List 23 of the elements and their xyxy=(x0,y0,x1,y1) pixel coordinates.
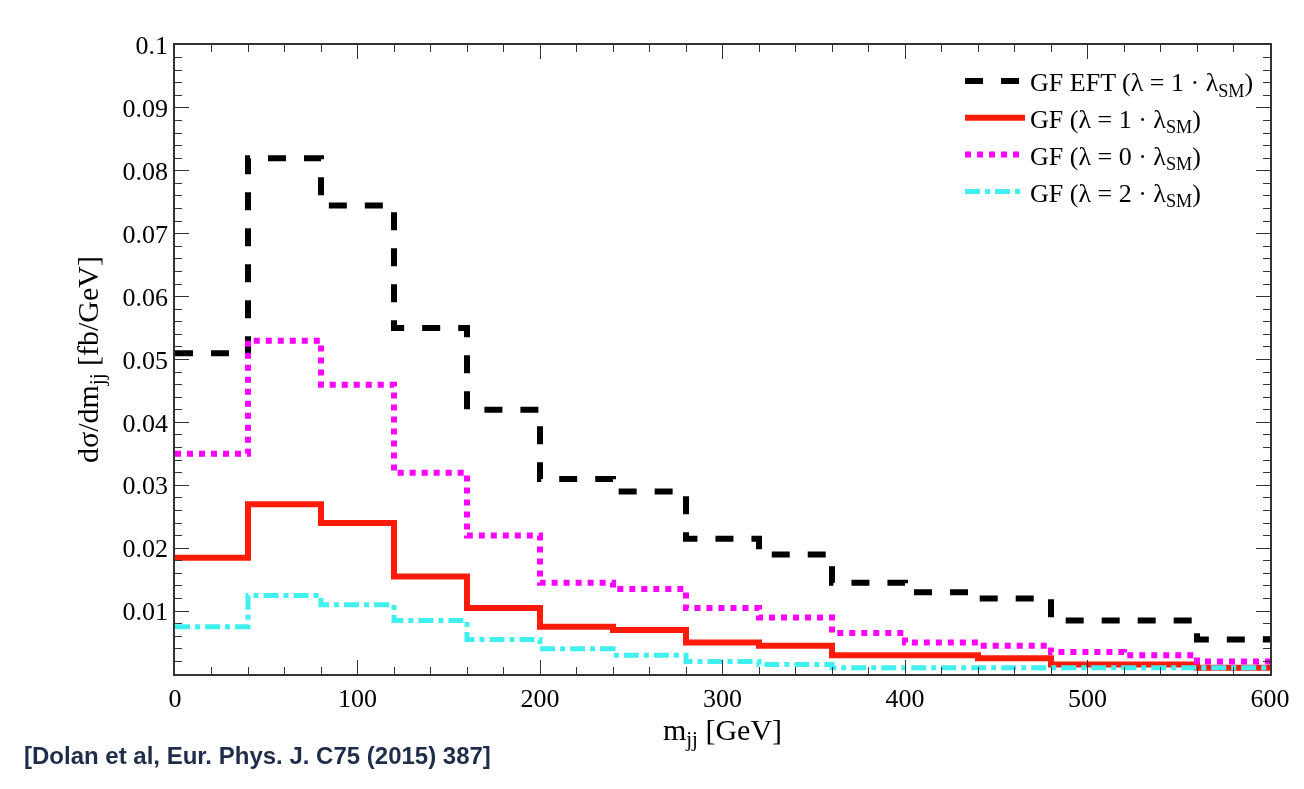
y-tick-label: 0.05 xyxy=(122,345,169,375)
legend-label: GF EFT (λ = 1 · λ$_{SM}$) xyxy=(1030,68,1254,101)
legend-label: GF (λ = 1 · λ$_{SM}$) xyxy=(1030,104,1201,138)
text: [Dolan et al, Eur. Phys. J. C75 (2015) 387] xyxy=(24,742,491,769)
legend-label: GF (λ = 0 · λ$_{SM}$) xyxy=(1030,141,1201,175)
x-tick-label: 0 xyxy=(168,683,182,713)
y-tick-label: 0.02 xyxy=(122,534,169,564)
y-tick-label: 0.07 xyxy=(122,219,169,249)
x-axis-title: m$_{jj}$ [GeV] xyxy=(662,712,783,752)
x-tick-label: 600 xyxy=(1250,683,1290,713)
x-tick-label: 200 xyxy=(520,683,560,713)
y-tick-label: 0.09 xyxy=(122,94,169,123)
y-tick-label: 0.08 xyxy=(122,156,169,186)
legend-label: GF (λ = 2 · λ$_{SM}$) xyxy=(1030,178,1201,211)
x-tick-label: 300 xyxy=(703,683,742,713)
x-tick-label: 500 xyxy=(1068,683,1107,713)
x-tick-label: 400 xyxy=(885,683,925,713)
y-tick-label: 0.04 xyxy=(122,408,169,438)
y-tick-label: 0.03 xyxy=(122,471,169,501)
y-tick-label: 0.01 xyxy=(122,597,169,627)
y-tick-label: 0.1 xyxy=(135,31,169,61)
x-tick-label: 100 xyxy=(338,683,377,713)
y-tick-label: 0.06 xyxy=(122,282,169,312)
